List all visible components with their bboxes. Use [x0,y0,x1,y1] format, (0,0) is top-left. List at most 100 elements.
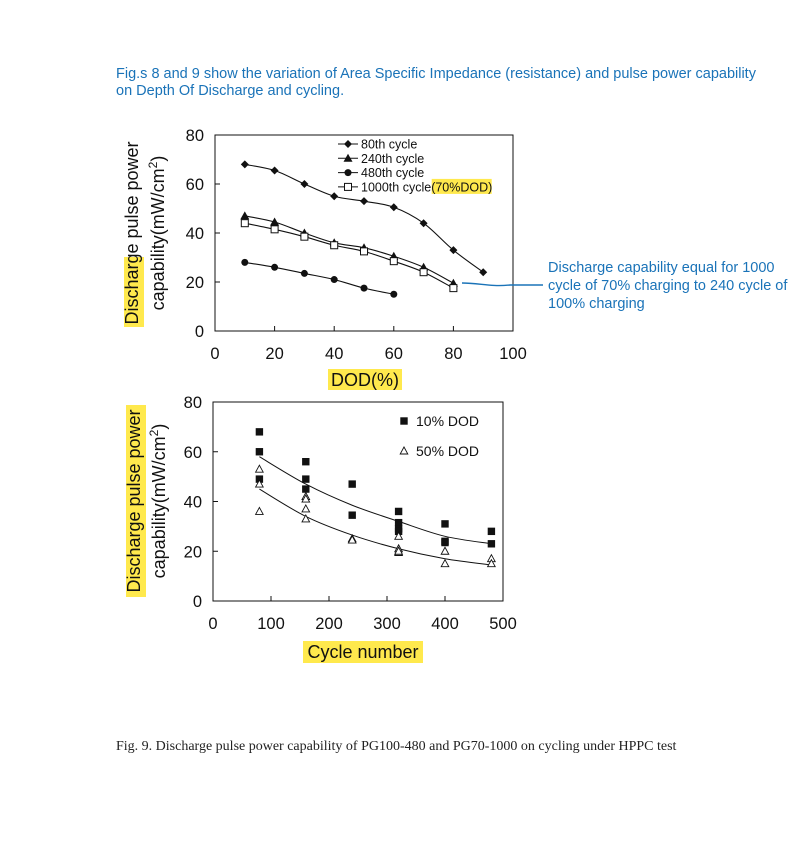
legend-marker [344,169,352,177]
dod-chart: 0 20 40 60 80 100 0 20 40 60 80 Discharge pulse po… [122,127,527,390]
legend-label: 480th cycle [361,166,424,180]
series-1-point [270,217,280,226]
x-tick-label: 200 [315,615,343,633]
series-3-point [419,268,428,277]
cycle-chart-ylabel-highlight [126,405,146,597]
y-tick-label: 20 [186,274,204,292]
series-1-point [486,558,496,568]
series-1-point [301,494,311,503]
x-tick-label: 20 [265,345,283,363]
series-2-point [330,276,338,284]
series-1-point [440,546,450,555]
x-tick-label: 0 [210,345,219,363]
series-1-point [301,504,311,513]
y-tick-label: 40 [186,225,204,243]
x-tick-label: 500 [489,615,517,633]
series-0-point [394,518,403,527]
y-tick-label: 0 [193,593,202,611]
x-tick-label: 100 [257,615,285,633]
legend-highlight [431,178,492,194]
series-1-point [347,535,357,544]
series-1-point [254,479,264,488]
legend-marker [344,182,352,191]
series-0-point [302,475,310,483]
legend-label: 50% DOD [416,443,479,459]
legend-label: 240th cycle [361,152,424,166]
series-0-point [302,485,310,493]
series-0-point [441,538,449,547]
cycle-chart-legend: 10% DOD 50% DOD [399,413,479,459]
series-2-point [300,269,308,277]
series-3-point [449,284,458,293]
y-tick-label: 60 [186,176,204,194]
series-0-point [348,480,356,488]
series-2-point [390,290,398,298]
series-0-point [360,197,368,206]
x-tick-label: 300 [373,615,401,633]
series-1-point [440,558,450,568]
series-0-point [240,160,249,169]
cycle-chart-xlabel: Cycle number [307,642,418,662]
series-0-point [479,268,488,277]
x-tick-label: 0 [208,615,217,633]
series-1-point [254,464,264,473]
series-0-point [330,192,339,201]
y-tick-label: 20 [184,543,202,561]
series-1-point [394,531,404,540]
series-3-point [300,232,309,241]
series-0-point [348,511,356,519]
legend-marker [400,417,408,425]
series-3-point [330,241,339,250]
series-1-point [240,211,250,220]
series-3-point [240,219,249,228]
legend-label: 1000th cycle(70%DOD) [361,180,492,194]
y-tick-label: 80 [184,394,202,412]
dod-chart-xlabel: DOD(%) [331,370,399,390]
series-0-trendline [259,456,492,545]
series-1-trendline [259,488,492,566]
series-0-point [255,475,264,483]
dod-chart-ylabel-line1: Discharge pulse power [122,141,142,324]
y-tick-label: 60 [184,444,202,462]
x-tick-label: 40 [325,345,343,363]
series-0-point [394,507,403,516]
series-3-point [360,247,368,256]
series-3-point [270,225,279,234]
series-3-point [389,257,398,266]
y-tick-label: 40 [184,494,202,512]
series-2-point [241,258,249,266]
legend-label: 80th cycle [361,138,417,152]
callout-connector [461,282,543,287]
legend-marker [343,153,353,162]
x-tick-label: 60 [385,345,403,363]
series-2-point [360,284,368,292]
series-0-point [255,428,264,436]
cycle-chart-ylabel-line1: Discharge pulse power [124,409,144,592]
series-0-point [487,527,496,536]
dod-chart-ylabel-line2: capability(mW/cm2) [146,156,168,311]
series-2-line [244,261,394,295]
dod-chart-xlabel-highlight [328,369,402,390]
x-tick-label: 400 [431,615,459,633]
series-0-point [389,203,398,212]
cycle-chart-xlabel-highlight [303,641,423,663]
series-0-point [394,527,403,536]
series-0-point [441,520,449,528]
x-tick-label: 80 [444,345,462,363]
x-tick-label: 100 [499,345,527,363]
legend-label: 10% DOD [416,413,479,429]
series-0-point [255,448,264,456]
y-tick-label: 80 [186,127,204,145]
series-0-point [270,166,279,175]
series-1-point [394,546,404,555]
series-0-point [300,180,309,188]
series-0-point [449,246,458,255]
dod-chart-ylabel-highlight [124,257,144,327]
cycle-chart: 0 100 200 300 400 500 0 20 40 60 80 Discharge puls… [124,394,517,663]
legend-marker [344,140,352,148]
y-tick-label: 0 [195,323,204,341]
series-0-point [302,458,310,466]
series-0-point [487,540,496,548]
